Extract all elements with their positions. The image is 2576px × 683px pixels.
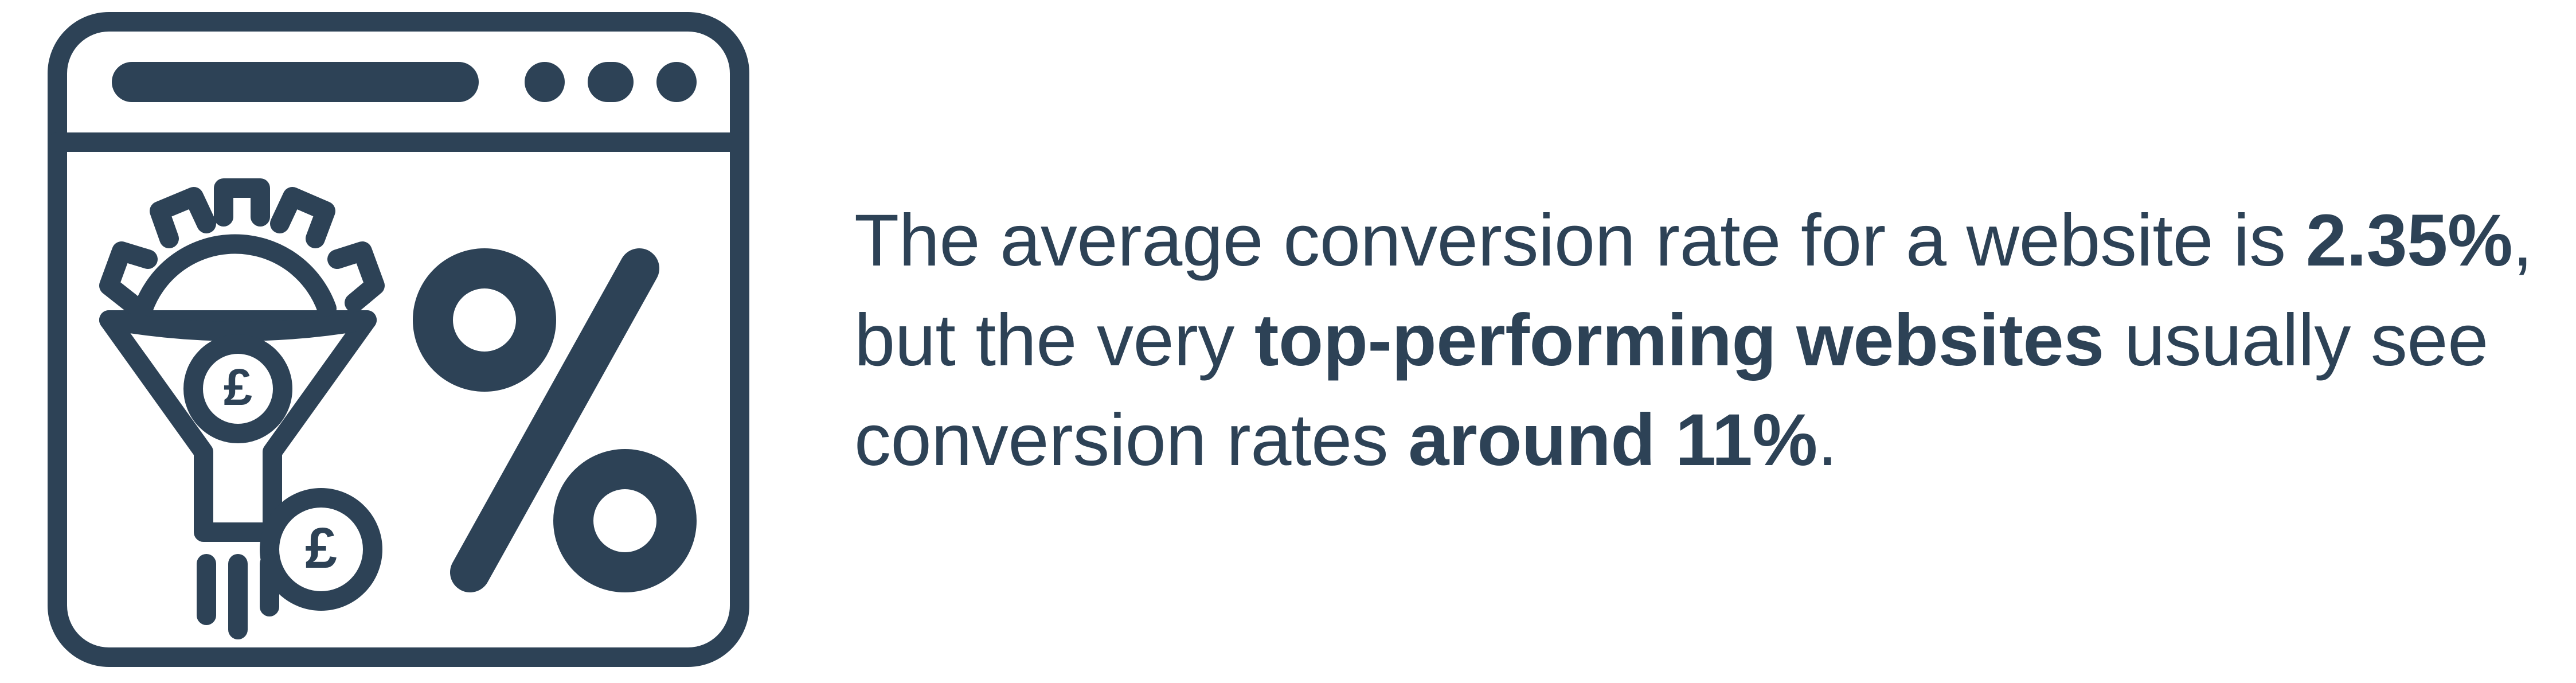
text-bold-segment: top-performing websites xyxy=(1254,299,2104,381)
svg-text:£: £ xyxy=(305,516,337,580)
infographic-container: £ £ The average conversion rate for a we… xyxy=(23,0,2553,683)
text-segment: The average conversion rate for a websit… xyxy=(854,200,2306,282)
text-bold-segment: 2.35% xyxy=(2306,200,2512,282)
browser-conversion-funnel-icon: £ £ xyxy=(23,0,774,683)
text-segment: . xyxy=(1817,399,1838,481)
infographic-text: The average conversion rate for a websit… xyxy=(854,191,2553,490)
text-bold-segment: around 11% xyxy=(1408,399,1817,481)
svg-text:£: £ xyxy=(224,359,252,416)
